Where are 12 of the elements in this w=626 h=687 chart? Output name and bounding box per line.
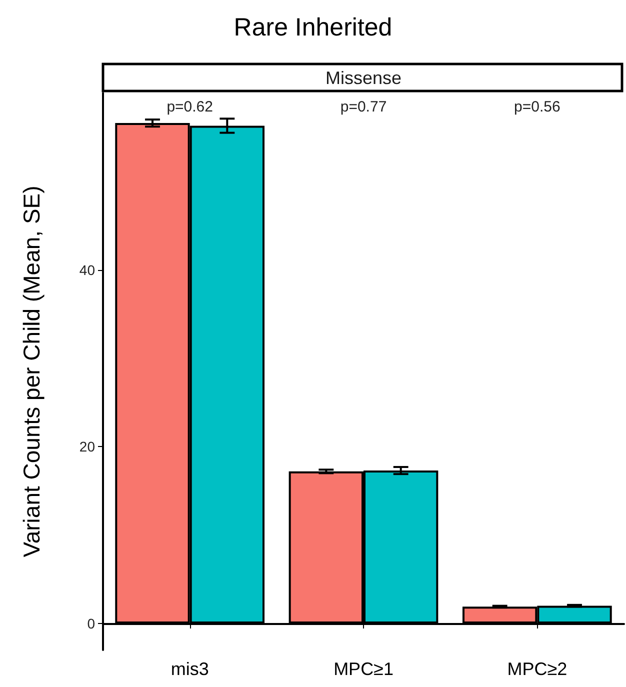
y-tick-label: 20 bbox=[79, 438, 96, 455]
x-tick-label: MPC≥1 bbox=[334, 659, 394, 679]
y-tick-label: 40 bbox=[79, 262, 96, 278]
chart-title: Rare Inherited bbox=[234, 14, 392, 42]
y-axis-title: Variant Counts per Child (Mean, SE) bbox=[18, 186, 44, 558]
annotation: p=0.62 bbox=[166, 98, 213, 116]
y-tick-label: 0 bbox=[87, 615, 96, 632]
annotation: p=0.56 bbox=[514, 98, 560, 116]
annotation: p=0.77 bbox=[340, 98, 387, 116]
x-tick-label: MPC≥2 bbox=[507, 659, 568, 679]
chart-subtitle: Missense bbox=[325, 68, 402, 88]
x-tick-label: mis3 bbox=[170, 659, 209, 679]
